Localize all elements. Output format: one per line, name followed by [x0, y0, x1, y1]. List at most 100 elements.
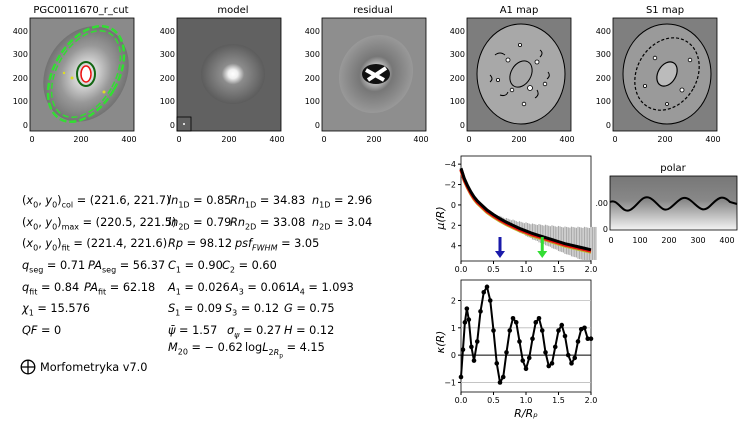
metric-c2: C2 = 0.60 — [222, 258, 277, 275]
xtick: 100 — [632, 236, 647, 245]
kappa-point — [559, 322, 565, 328]
ytick: 100 — [596, 97, 611, 106]
metric-c1: C1 = 0.90 — [168, 258, 223, 275]
kappa-point — [513, 320, 519, 325]
ytick-label: −2 — [444, 181, 456, 190]
metric-pafit: PAfit = 62.18 — [84, 280, 156, 296]
kappa-point — [552, 344, 558, 350]
kappa-point — [481, 289, 487, 295]
metric-chi1: χ1 = 15.576 — [22, 302, 90, 318]
xtick: 200 — [73, 135, 88, 144]
ytick: 400 — [13, 27, 28, 36]
kappa-point — [464, 306, 470, 311]
ytick: 400 — [160, 27, 175, 36]
metric-g: G = 0.75 — [284, 302, 335, 316]
metric-row: χ1 = 15.576 S1 = 0.09 S3 = 0.12 G = 0.75 — [22, 300, 335, 322]
curvature-xlabel: R/Rₚ — [514, 407, 538, 420]
xtick-label: 0.0 — [455, 396, 468, 405]
ytick: 0 — [606, 121, 611, 130]
metric-qseg: qseg = 0.71 — [22, 258, 86, 275]
xtick-label: 1.5 — [552, 396, 565, 405]
metric-paseg: PAseg = 56.37 — [88, 258, 166, 275]
circled-plus-icon — [20, 359, 36, 375]
metric-xy-col: (x0, y0)col = (221.6, 221.7) — [22, 194, 171, 210]
metric-s1: S1 = 0.09 — [168, 302, 223, 318]
ytick-label: −1 — [444, 378, 456, 387]
profile-lines — [459, 167, 592, 258]
panel-title-a1-map: A1 map — [500, 5, 539, 16]
blue-arrow — [495, 251, 505, 258]
kappa-point — [500, 374, 506, 380]
kappa-point — [533, 320, 539, 325]
kappa-point — [504, 350, 509, 355]
panel-a1-map: A1 map 400 300 200 100 0 0 200 400 — [450, 5, 575, 144]
panel-title-s1-map: S1 map — [646, 5, 684, 16]
kappa-point — [575, 339, 581, 344]
xtick: 0 — [466, 135, 471, 144]
xtick: 0 — [29, 135, 34, 144]
kappa-point — [517, 339, 522, 344]
ytick: 300 — [450, 50, 465, 59]
xtick-label: 0.0 — [455, 265, 468, 273]
ytick: 300 — [305, 50, 320, 59]
kappa-point — [562, 333, 568, 339]
metric-n2d: n2D = 3.04 — [312, 215, 373, 231]
kappa-point — [536, 315, 542, 321]
metrics-table: (x0, y0)col = (221.6, 221.7) ln1D = 0.85… — [22, 192, 372, 359]
xtick-label: 0.5 — [487, 265, 500, 273]
ytick-label: 2 — [451, 221, 456, 230]
xtick: 0 — [176, 135, 181, 144]
kappa-point — [523, 366, 529, 372]
metric-psf: psfFWHM = 3.05 — [235, 237, 320, 253]
kappa-point — [458, 374, 464, 380]
xtick: 200 — [221, 135, 236, 144]
kappa-point — [539, 328, 545, 333]
panel-residual: residual 400 300 200 100 0 0 200 400 — [305, 5, 429, 144]
kappa-point — [462, 320, 468, 325]
metric-a4: A4 = 1.093 — [292, 280, 354, 296]
profile-data-line — [459, 167, 592, 252]
ytick-label: 0 — [451, 201, 456, 210]
xtick: 300 — [690, 236, 705, 245]
metric-h: H = 0.12 — [284, 323, 335, 337]
ytick: 100 — [13, 97, 28, 106]
metric-row: QF = 0 ψ̄ = 1.57 σψ = 0.27 H = 0.12 — [22, 322, 334, 339]
xtick: 200 — [657, 135, 672, 144]
ytick-label: 4 — [451, 242, 456, 251]
kappa-point — [549, 361, 555, 366]
metric-a3: A3 = 0.061 — [231, 280, 293, 296]
metric-rn2d: Rn2D = 33.08 — [230, 215, 306, 231]
ytick-label: 2 — [451, 296, 456, 305]
ytick-label: 0 — [451, 351, 456, 360]
metric-row: qseg = 0.71 PAseg = 56.37 C1 = 0.90 C2 =… — [22, 257, 277, 279]
metric-n1d: n1D = 2.96 — [312, 194, 373, 210]
metric-m20: M20 = − 0.62 — [168, 341, 243, 357]
metric-qf: QF = 0 — [22, 323, 62, 337]
ytick: 0 — [23, 121, 28, 130]
image-panels-row: PGC0011670_r_cut 400 300 200 100 0 0 200… — [13, 5, 721, 144]
panel-original: PGC0011670_r_cut 400 300 200 100 0 0 200… — [13, 5, 137, 144]
kappa-point — [474, 339, 480, 344]
kappa-point — [569, 361, 574, 366]
ytick: 400 — [450, 27, 465, 36]
xtick: 400 — [121, 135, 136, 144]
kappa-point — [471, 358, 477, 363]
kappa-point — [469, 344, 474, 350]
polar-title: polar — [660, 163, 686, 174]
metric-row: (x0, y0)max = (220.5, 221.5) ln2D = 0.79… — [22, 214, 372, 236]
xtick-label: 0.5 — [487, 396, 500, 405]
profile-ylabel: μ(R) — [434, 206, 447, 230]
profile-chart: μ(R) −4 −2 0 2 4 0.0 0.5 1.0 1.5 2.0 — [434, 155, 597, 273]
metric-ln2d: ln2D = 0.79 — [168, 215, 232, 231]
kappa-series — [458, 284, 594, 385]
ytick: 300 — [160, 50, 175, 59]
xtick: 400 — [719, 236, 734, 245]
kappa-point — [497, 380, 503, 385]
metric-logl: logL2Rp = 4.15 — [245, 341, 325, 360]
metric-a1: A1 = 0.026 — [168, 280, 230, 296]
panel-title-model: model — [217, 5, 248, 16]
kappa-point — [460, 347, 466, 352]
metric-rp: Rp = 98.12 — [168, 237, 233, 251]
metric-s3: S3 = 0.12 — [225, 302, 280, 318]
xtick: 0 — [321, 135, 326, 144]
